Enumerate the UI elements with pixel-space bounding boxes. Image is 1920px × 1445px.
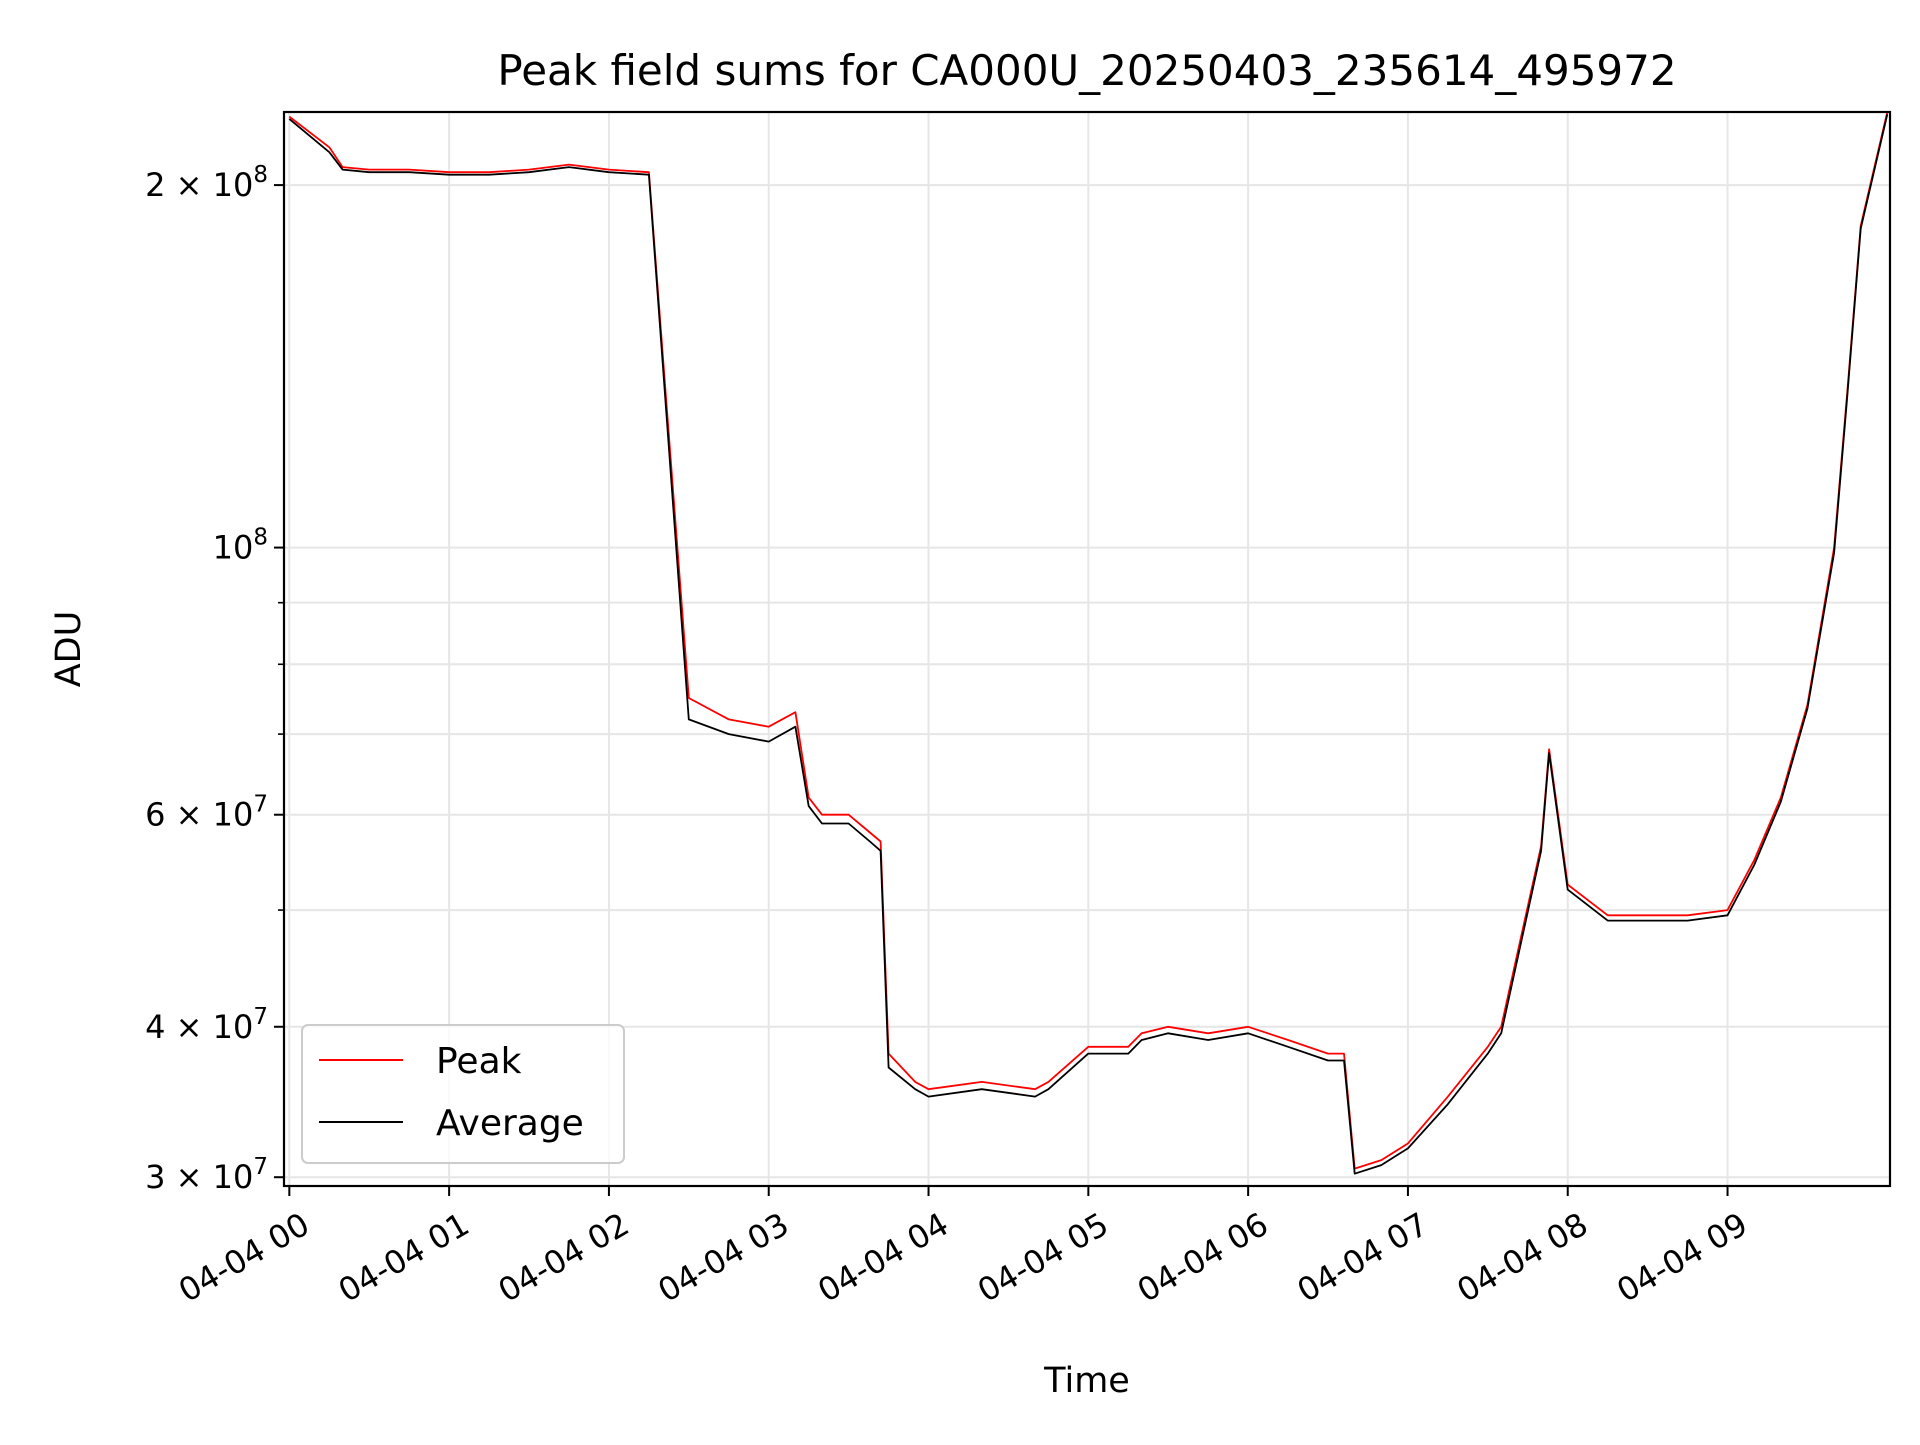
legend: Peak Average [301,1024,625,1164]
x-axis-label: Time [1043,1361,1130,1401]
y-axis-label: ADU [49,611,89,688]
y-tick-layer: 3 × 107 4 × 107 6 × 107 108 2 × 108 [145,162,284,1196]
series-line-peak [288,111,1889,1170]
y-tick-label: 3 × 107 [145,1154,268,1196]
grid-layer [284,112,1890,1186]
legend-label-peak: Peak [436,1041,522,1082]
plot-frame [282,110,1892,1188]
series-layer [288,111,1889,1175]
legend-label-average: Average [436,1103,584,1144]
y-tick-label: 108 [213,525,268,567]
y-tick-label: 4 × 107 [145,1004,268,1046]
y-tick-label: 6 × 107 [145,792,268,834]
y-tick-label: 2 × 108 [145,162,268,204]
series-line-average [288,114,1889,1175]
chart-title: Peak field sums for CA000U_20250403_2356… [497,46,1676,95]
